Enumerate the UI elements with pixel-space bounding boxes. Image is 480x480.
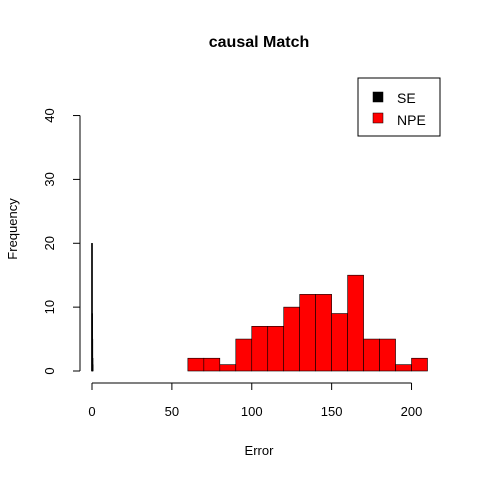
y-tick-label-2: 20: [42, 236, 57, 250]
npe-bar-0: [187, 357, 205, 372]
npe-bar-3: [235, 338, 253, 372]
x-axis: 0 50 100 150 200: [88, 382, 423, 419]
legend-label-npe: NPE: [397, 112, 426, 128]
y-tick-label-1: 10: [42, 300, 57, 314]
npe-bar-4: [251, 325, 269, 372]
npe-bar-6: [283, 306, 300, 372]
x-axis-label: Error: [245, 443, 275, 458]
npe-bar-12: [379, 338, 396, 372]
y-tick-label-4: 40: [42, 108, 57, 122]
npe-bar-10: [347, 274, 364, 372]
x-tick-label-3: 150: [321, 404, 343, 419]
npe-bar-14: [411, 357, 428, 372]
npe-bar-2: [219, 364, 237, 372]
x-tick-label-1: 50: [165, 404, 179, 419]
y-axis: 0 10 20 30 40: [42, 108, 81, 375]
x-tick-label-2: 100: [241, 404, 263, 419]
legend-swatch-se: [372, 91, 384, 103]
legend: SE NPE: [357, 77, 441, 137]
legend-swatch-npe: [372, 112, 384, 124]
x-tick-label-4: 200: [401, 404, 423, 419]
legend-box: [357, 77, 441, 137]
se-bar-4: [91, 364, 94, 372]
npe-bar-11: [363, 338, 380, 372]
y-tick-label-3: 30: [42, 172, 57, 186]
se-bars: [91, 243, 94, 372]
npe-bar-13: [395, 364, 412, 372]
x-tick-label-0: 0: [88, 404, 95, 419]
npe-bar-8: [315, 294, 332, 372]
y-axis-label: Frequency: [5, 198, 20, 260]
y-tick-label-0: 0: [42, 367, 57, 374]
npe-bar-1: [203, 357, 221, 372]
npe-bar-9: [331, 313, 348, 372]
chart-title: causal Match: [209, 34, 309, 51]
npe-bar-7: [299, 294, 316, 372]
npe-bars: [187, 274, 428, 372]
npe-bar-5: [267, 325, 285, 372]
legend-label-se: SE: [397, 90, 416, 106]
